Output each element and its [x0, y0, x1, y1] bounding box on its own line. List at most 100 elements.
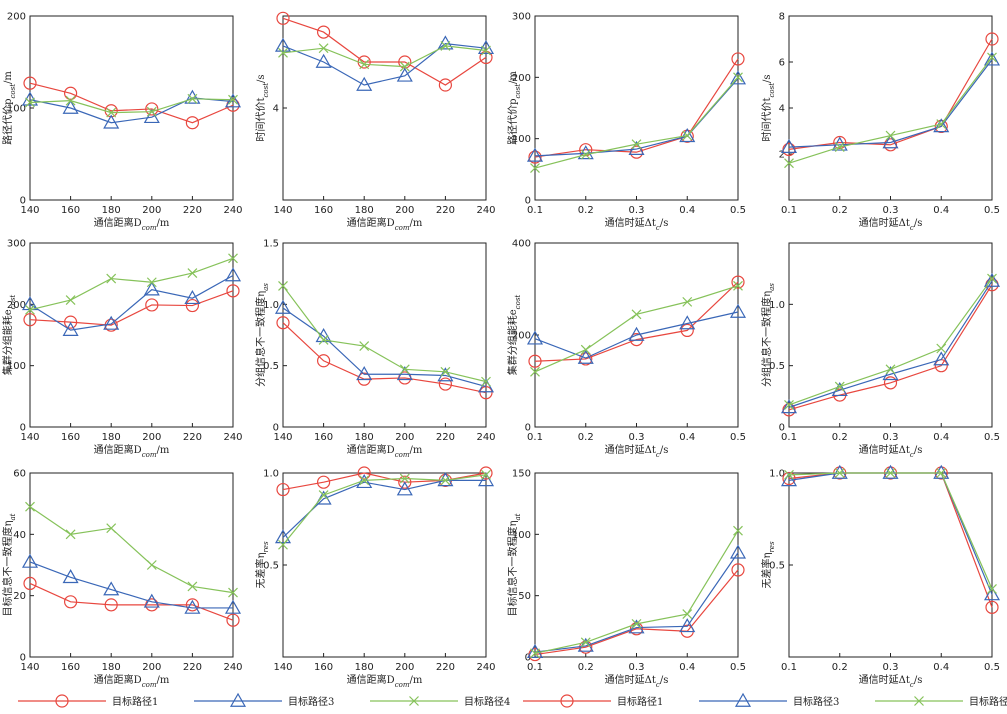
x-tick-label: 240	[223, 432, 242, 443]
data-point-route3	[103, 581, 120, 596]
series-line-route4	[282, 285, 487, 383]
data-point-route1	[528, 354, 542, 368]
data-point-route3	[628, 326, 645, 341]
data-point-route4	[440, 366, 451, 377]
series-line-route4	[282, 474, 487, 546]
data-point-route4	[146, 560, 157, 570]
x-tick-label: 160	[61, 205, 80, 216]
data-point-route4	[278, 47, 288, 58]
series-route3	[21, 267, 242, 336]
data-point-route3	[679, 618, 696, 633]
x-tick-label: 0.1	[527, 662, 543, 673]
y-tick-label: 200	[7, 300, 26, 311]
series-line-route3	[282, 479, 486, 538]
data-point-route4	[359, 341, 370, 351]
data-point-route4	[399, 473, 410, 484]
y-tick-label: 2	[779, 150, 785, 161]
x-tick-label: 180	[355, 432, 374, 443]
y-tick-label: 0	[20, 653, 26, 664]
y-tick-label: 400	[512, 239, 531, 250]
x-tick-label: 180	[102, 432, 121, 443]
data-point-route1	[145, 298, 159, 312]
series-line-route3	[29, 561, 233, 609]
y-tick-label: 6	[779, 58, 785, 69]
series-line-route1	[29, 82, 234, 124]
series-route3	[780, 51, 1001, 153]
x-tick-label: 140	[273, 662, 292, 673]
series-line-route1	[534, 281, 739, 362]
data-point-route4	[530, 648, 540, 659]
y-tick-label: 0	[20, 423, 26, 434]
y-axis-label: 目标信息不一致程度ηat	[1, 513, 17, 616]
data-point-route4	[936, 343, 947, 354]
data-point-route3	[62, 569, 79, 584]
data-point-route3	[143, 108, 160, 124]
y-tick-label: 8	[779, 12, 785, 23]
data-point-route4	[278, 539, 288, 550]
x-tick-label: 0.4	[933, 205, 949, 216]
legend-label: 目标路径1	[617, 695, 663, 708]
data-point-route4	[987, 583, 997, 594]
legend-label: 目标路径4	[969, 695, 1007, 708]
data-point-route3	[831, 464, 848, 479]
x-tick-label: 220	[436, 205, 455, 216]
x-tick-label: 220	[183, 205, 202, 216]
data-point-route4	[106, 523, 117, 534]
data-point-route4	[106, 107, 117, 118]
plot-frame	[788, 242, 993, 428]
data-point-route3	[577, 145, 594, 160]
y-axis-label: 时间代价tcost/s	[254, 74, 270, 141]
series-line-route4	[29, 98, 234, 114]
series-route4	[530, 525, 743, 659]
data-point-route1	[479, 466, 493, 480]
y-tick-label: 0	[525, 653, 531, 664]
x-tick-label: 220	[183, 432, 202, 443]
x-tick-label: 220	[183, 662, 202, 673]
series-route3	[274, 35, 495, 91]
legend-item-route1: 目标路径1	[18, 694, 158, 708]
series-line-route1	[282, 322, 487, 394]
data-point-route3	[933, 464, 950, 479]
data-point-route1	[398, 475, 412, 489]
x-tick-label: 0.4	[933, 662, 949, 673]
data-point-route4	[481, 376, 491, 387]
x-tick-label: 140	[273, 205, 292, 216]
legend-marker-route1	[55, 694, 69, 708]
data-point-route4	[318, 43, 329, 54]
chart-panel-1: 140 160 180 200 220 2400100200通信距离Dcom/m路径代价p…	[1, 12, 243, 233]
data-point-route1	[528, 150, 542, 164]
data-point-route1	[731, 563, 745, 577]
y-tick-label: 0	[525, 196, 531, 207]
y-tick-label: 0	[20, 196, 26, 207]
series-line-route1	[788, 472, 993, 608]
series-route1	[276, 11, 493, 92]
data-point-route4	[187, 268, 198, 278]
y-tick-label: 100	[7, 104, 26, 115]
series-route1	[23, 284, 240, 332]
data-point-route1	[579, 352, 593, 366]
data-point-route1	[479, 386, 493, 400]
x-axis-label: 通信距离Dcom/m	[347, 673, 423, 689]
data-point-route4	[834, 142, 845, 153]
x-tick-label: 0.5	[730, 662, 746, 673]
chart-panel-8: 0.1 0.2 0.3 0.4 0.5 0 0.5 1.0 通信时延Δtc/s 分组信息不一致程度…	[760, 242, 1001, 459]
data-point-route4	[580, 344, 591, 355]
x-tick-label: 200	[142, 205, 161, 216]
plot-frame	[282, 472, 487, 658]
series-route4	[530, 280, 743, 377]
y-tick-label: 60	[13, 469, 26, 480]
plot-frame	[282, 15, 487, 201]
series-line-route3	[788, 472, 993, 595]
data-point-route3	[143, 281, 160, 296]
x-tick-label: 0.5	[984, 432, 1000, 443]
data-point-route4	[187, 93, 198, 104]
data-point-route1	[985, 600, 999, 614]
legend-item-route4: 目标路径4	[875, 695, 1007, 708]
data-point-route4	[530, 163, 540, 174]
data-point-route3	[679, 315, 696, 330]
legend-marker-route1	[560, 694, 574, 708]
x-tick-label: 0.5	[730, 432, 746, 443]
x-axis-label: 通信时延Δtc/s	[605, 217, 669, 232]
x-tick-label: 0.1	[781, 205, 797, 216]
